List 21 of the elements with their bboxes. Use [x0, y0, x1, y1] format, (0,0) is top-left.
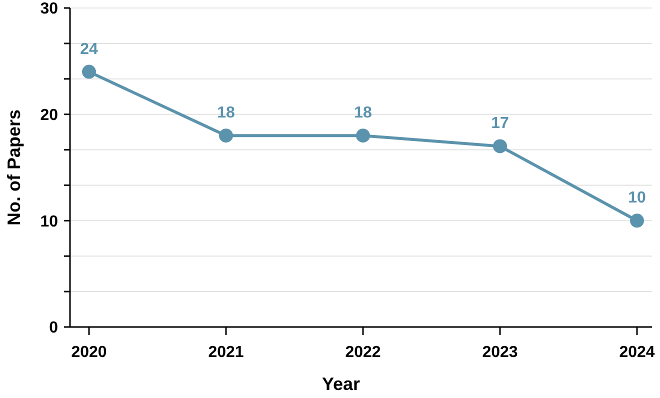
y-axis-title: No. of Papers [4, 109, 24, 226]
data-label: 24 [80, 40, 98, 58]
x-tick-label: 2023 [482, 344, 518, 361]
x-tick-label: 2022 [345, 344, 381, 361]
y-tick-label: 20 [40, 106, 58, 124]
y-tick-label: 0 [49, 320, 58, 337]
point [356, 128, 370, 143]
point [493, 139, 507, 154]
data-label: 18 [217, 104, 235, 122]
x-tick-label: 2021 [208, 344, 244, 361]
x-tick-label: 2020 [71, 344, 107, 361]
x-tick-label: 2024 [619, 344, 655, 361]
point [82, 64, 96, 79]
data-label: 17 [491, 115, 509, 132]
y-tick-label: 30 [40, 0, 58, 18]
y-tick-label: 10 [40, 213, 58, 230]
point [630, 214, 644, 228]
data-label: 10 [628, 190, 646, 207]
data-label: 18 [354, 104, 372, 122]
point [219, 128, 233, 143]
x-axis-title: Year [322, 374, 360, 394]
